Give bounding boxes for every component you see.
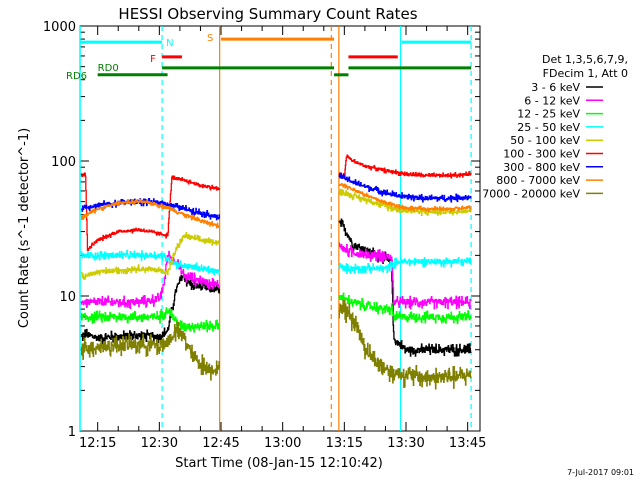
series-3 — [80, 249, 472, 276]
flag-label: S — [207, 33, 213, 44]
y-tick-label: 100 — [51, 155, 76, 170]
series-line — [80, 249, 221, 276]
x-axis-label: Start Time (08-Jan-15 12:10:42) — [175, 456, 383, 471]
series-4 — [80, 188, 472, 280]
x-tick-label: 13:00 — [264, 436, 301, 451]
series-line — [338, 154, 472, 180]
x-tick-label: 12:30 — [141, 436, 178, 451]
x-tick-label: 12:15 — [79, 436, 116, 451]
series-line — [80, 274, 221, 344]
flag-label: F — [150, 54, 156, 65]
series-8 — [80, 299, 472, 390]
legend-label: 800 - 7000 keV — [496, 174, 580, 187]
y-tick-label: 1000 — [43, 20, 76, 35]
x-tick-label: 13:15 — [326, 436, 363, 451]
legend-label: 300 - 800 keV — [503, 161, 580, 174]
flag-label: RD0 — [98, 63, 119, 74]
plot-area: 1 10 100 1000 12:15 12:30 12:45 13:00 13:15 13:30… — [43, 20, 486, 451]
series-line — [80, 250, 221, 310]
series-7 — [80, 183, 472, 229]
legend-label: 3 - 6 keV — [531, 81, 580, 94]
series-line — [80, 307, 221, 333]
series-line — [338, 183, 472, 213]
series-line — [338, 292, 472, 325]
series-line — [80, 321, 221, 381]
flag-label: RD6 — [66, 71, 87, 82]
legend-label: 25 - 50 keV — [517, 121, 580, 134]
y-tick-label: 1 — [68, 425, 76, 440]
legend-label: 12 - 25 keV — [517, 108, 580, 121]
series-line — [338, 188, 472, 216]
series-line — [338, 299, 472, 390]
series-5 — [80, 154, 472, 251]
series-2 — [80, 292, 472, 333]
series-1 — [80, 242, 472, 310]
series-line — [80, 231, 221, 280]
chart-title: HESSI Observing Summary Count Rates — [118, 5, 417, 23]
legend-label: 7000 - 20000 keV — [482, 187, 580, 200]
series-0 — [80, 218, 472, 357]
series-6 — [80, 172, 472, 221]
series-line — [338, 218, 472, 357]
series-line — [338, 172, 472, 203]
x-tick-label: 12:45 — [202, 436, 239, 451]
series-line — [338, 256, 472, 275]
legend-label: 100 - 300 keV — [503, 148, 580, 161]
flag-label: N — [166, 38, 173, 49]
x-tick-label: 13:30 — [387, 436, 424, 451]
x-tick-label: 13:45 — [449, 436, 486, 451]
legend-header-line-2: FDecim 1, Att 0 — [543, 67, 628, 80]
legend-label: 6 - 12 keV — [524, 94, 580, 107]
footer-date: 7-Jul-2017 09:01 — [567, 468, 634, 477]
y-tick-label: 10 — [59, 290, 76, 305]
series-line — [80, 198, 221, 229]
legend-label: 50 - 100 keV — [510, 134, 580, 147]
series-line — [80, 172, 221, 251]
plot-frame — [79, 25, 481, 432]
y-axis-label: Count Rate (s^-1 detector^-1) — [17, 128, 32, 328]
series-line — [338, 242, 472, 310]
legend-header-line-1: Det 1,3,5,6,7,9, — [542, 53, 628, 66]
